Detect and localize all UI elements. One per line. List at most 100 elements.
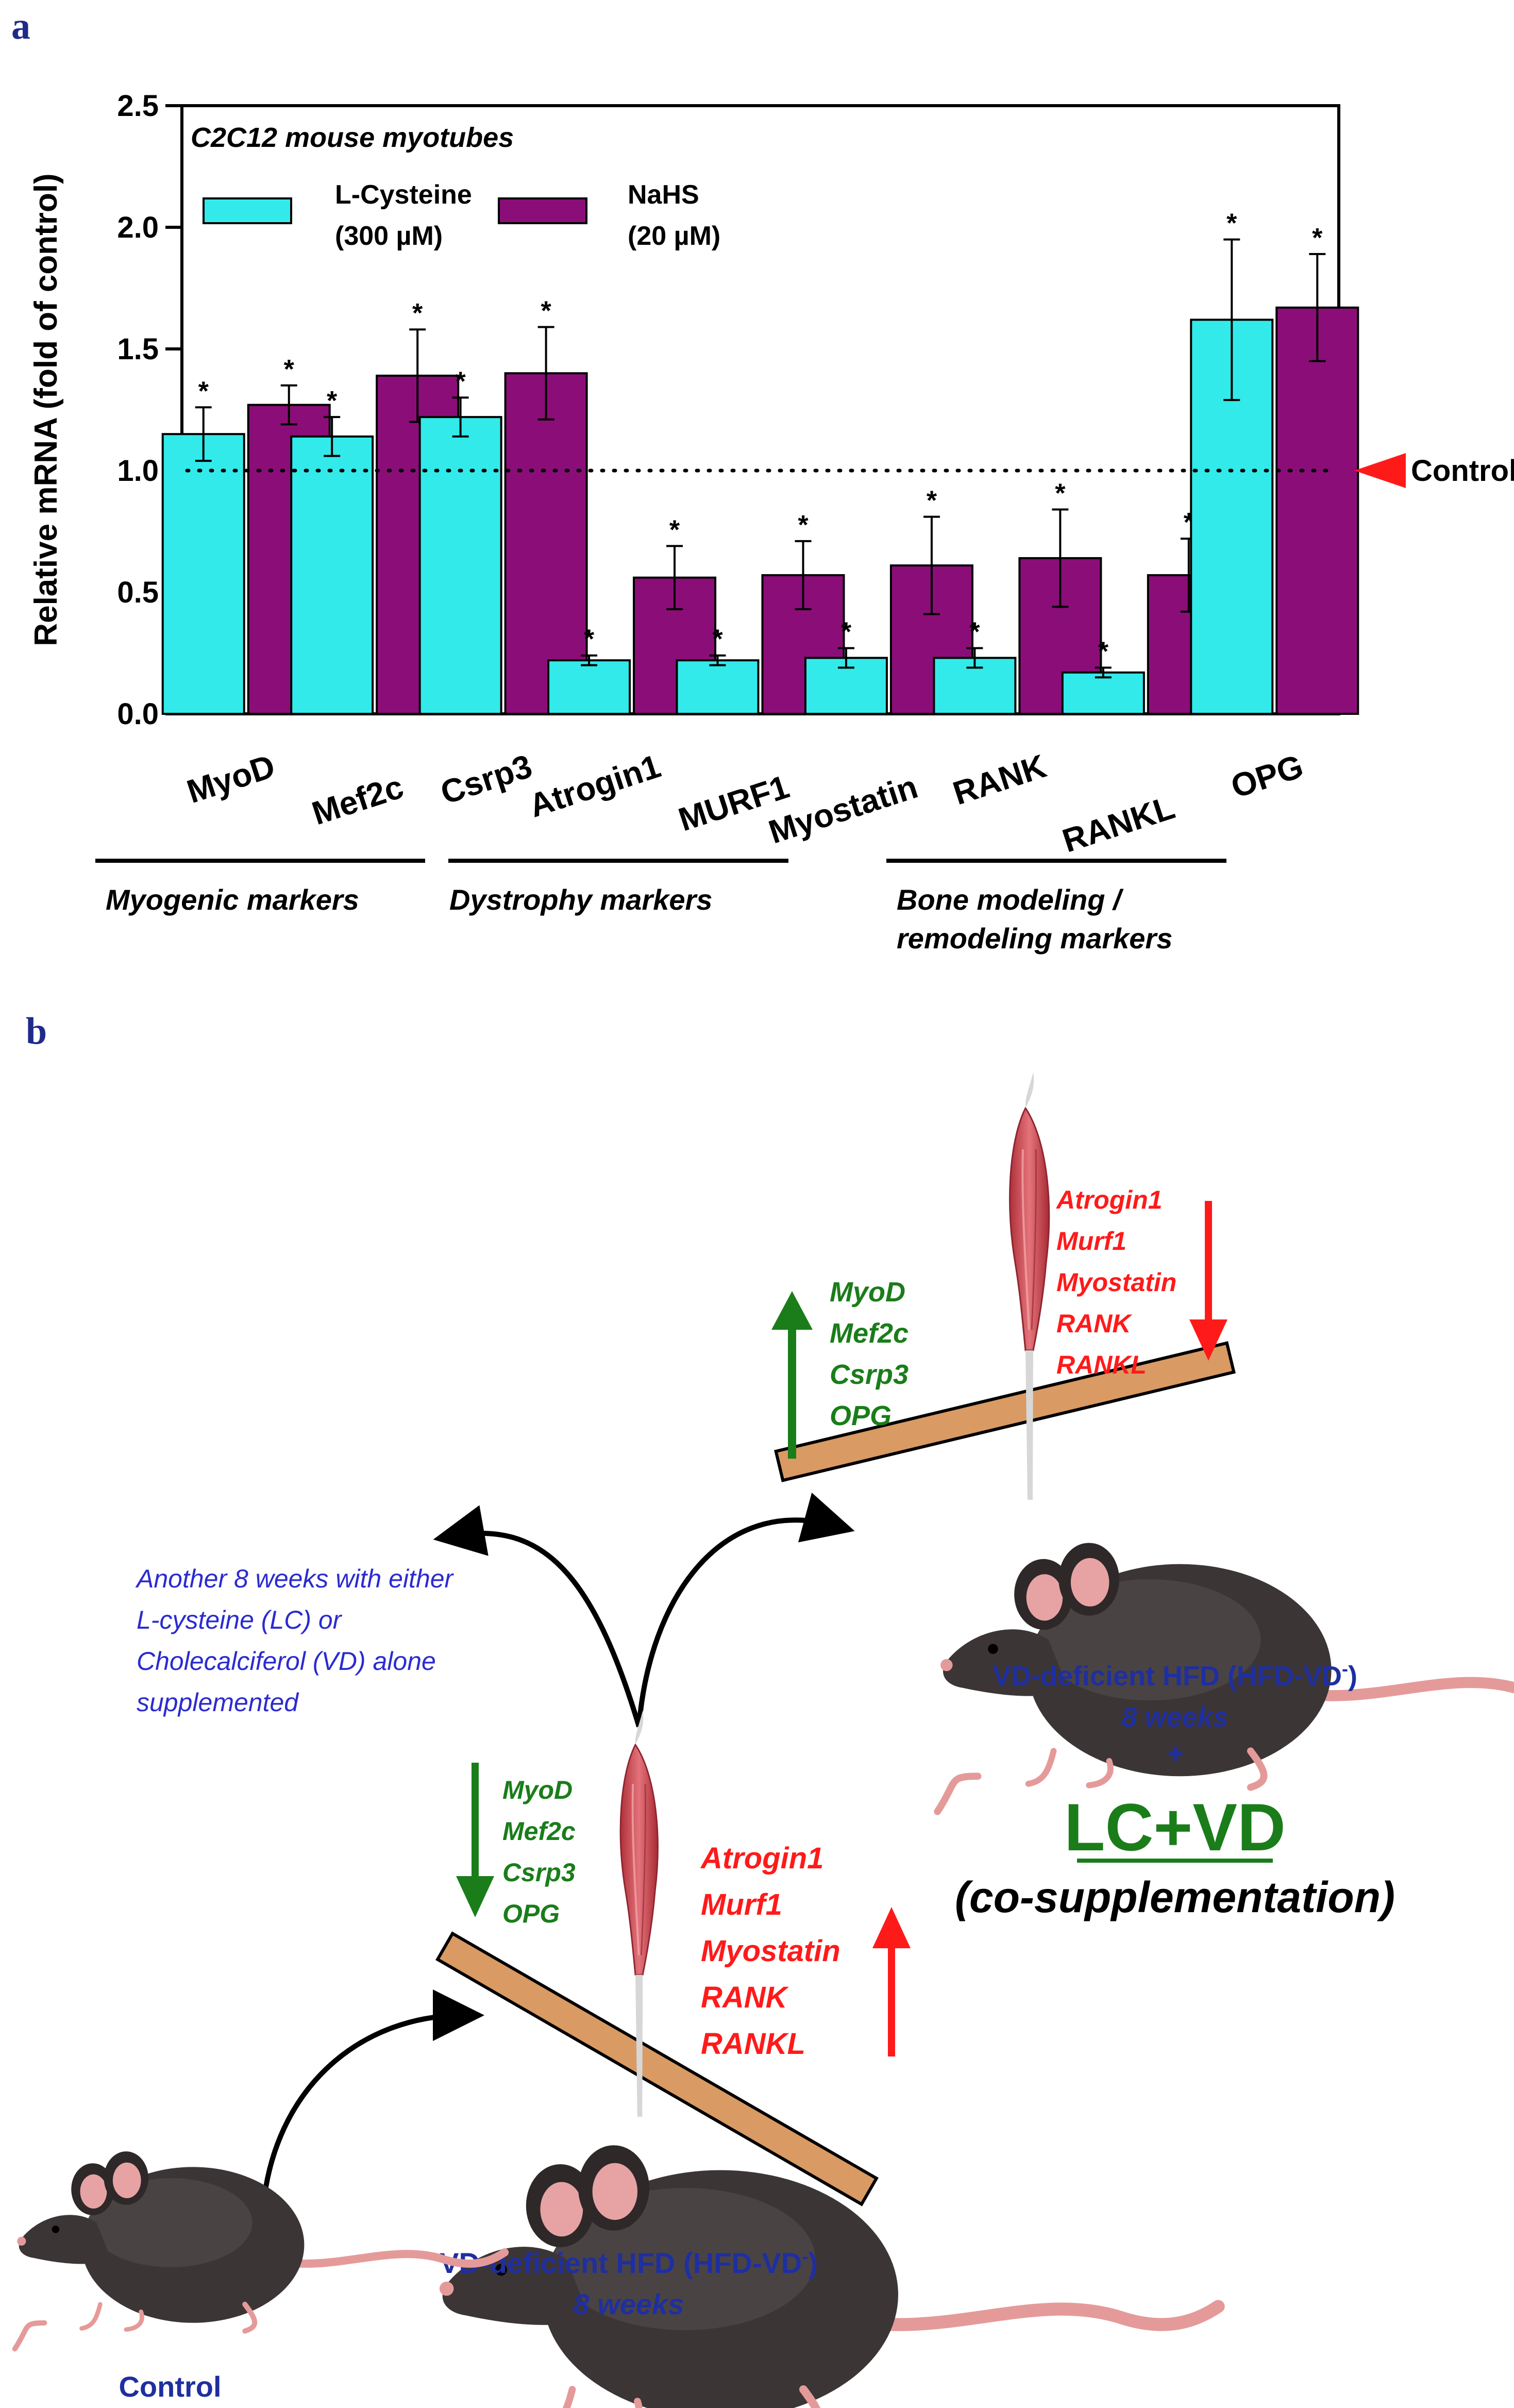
category-label: Mef2c: [308, 768, 408, 832]
bottom-red-marker-5: RANKL: [701, 2027, 805, 2061]
up-arrow-red-icon: [872, 1907, 911, 1948]
y-tick-label: 2.5: [117, 89, 159, 123]
significance-star: *: [798, 510, 809, 540]
top-red-marker-1: Atrogin1: [1055, 1185, 1163, 1214]
group-label-bone-2: remodeling markers: [897, 922, 1172, 955]
y-tick-label: 0.5: [117, 576, 159, 609]
bottom-green-marker-1: MyoD: [502, 1776, 573, 1804]
bar-nahs: [504, 372, 588, 715]
bottom-green-marker-3: Csrp3: [502, 1858, 576, 1887]
y-axis-title: Relative mRNA (fold of control): [28, 173, 64, 646]
significance-star: *: [327, 386, 338, 416]
note-line-1: Another 8 weeks with either: [135, 1564, 455, 1593]
significance-star: *: [284, 355, 295, 384]
muscle-top: [1008, 1071, 1050, 1501]
significance-star: *: [541, 296, 551, 326]
bar-nahs: [1275, 306, 1359, 715]
significance-star: *: [841, 617, 852, 647]
bottom-red-marker-1: Atrogin1: [700, 1842, 823, 1875]
up-arrow-green-icon: [771, 1291, 813, 1330]
bar-lcysteine: [547, 659, 631, 715]
significance-star: *: [927, 486, 937, 516]
significance-star: *: [412, 298, 423, 328]
control-arrow-icon: [1354, 453, 1406, 488]
top-red-marker-5: RANKL: [1056, 1350, 1147, 1379]
bottom-green-marker-2: Mef2c: [502, 1817, 576, 1846]
bar-lcysteine: [161, 433, 245, 715]
cosupplementation-label: (co-supplementation): [955, 1873, 1395, 1921]
arrow-control-to-hfd: [260, 1989, 484, 2212]
plus-sign: +: [1167, 1738, 1183, 1769]
significance-star: *: [669, 515, 680, 545]
y-tick-label: 0.0: [117, 697, 159, 731]
seesaw-plank-top: [774, 1341, 1236, 1482]
legend-swatch-lcysteine: [203, 197, 292, 224]
group-label-myogenic: Myogenic markers: [106, 883, 359, 916]
category-label: Csrp3: [436, 747, 536, 812]
significance-star: *: [584, 625, 595, 655]
significance-star: *: [969, 617, 980, 647]
bars: ***************** *: [161, 209, 1359, 715]
note-line-3: Cholecalciferol (VD) alone: [137, 1647, 436, 1676]
category-label: MyoD: [182, 747, 279, 810]
arrow-to-note: [433, 1505, 642, 1728]
y-axis: 0.0 0.5 1.0 1.5 2.0 2.5: [117, 89, 182, 731]
top-mouse-label: VD-deficient HFD (HFD-VD-): [992, 1658, 1357, 1692]
top-red-marker-4: RANK: [1056, 1309, 1133, 1338]
significance-star: *: [455, 366, 466, 396]
top-mouse-duration: 8 weeks: [1121, 1702, 1228, 1733]
bar-lcysteine: [1061, 671, 1145, 715]
bar-lcysteine: [418, 416, 502, 715]
bottom-green-marker-4: OPG: [502, 1899, 560, 1928]
bottom-mouse-label: VD-deficient HFD (HFD-VD-): [440, 2246, 818, 2279]
lcvd-label: LC+VD: [1064, 1790, 1286, 1865]
down-arrow-red-icon: [1189, 1319, 1227, 1361]
bottom-red-marker-3: Myostatin: [701, 1934, 840, 1968]
category-label: RANKL: [1058, 789, 1179, 860]
significance-star: *: [198, 376, 209, 406]
legend-nahs-name: NaHS: [628, 180, 699, 210]
control-mouse-label: Control: [119, 2370, 221, 2403]
note-line-4: supplemented: [137, 1688, 299, 1717]
panel-a-label: a: [11, 5, 30, 47]
bottom-mouse-duration: 8 weeks: [574, 2288, 684, 2320]
down-arrow-green-icon: [456, 1876, 494, 1917]
y-tick-label: 1.0: [117, 454, 159, 488]
significance-star: *: [1312, 223, 1323, 253]
significance-star: *: [712, 625, 723, 655]
category-label: Atrogin1: [525, 747, 665, 825]
mouse-control: [15, 2151, 504, 2349]
legend-swatch-nahs: [498, 197, 587, 224]
bottom-red-marker-4: RANK: [701, 1981, 789, 2014]
category-label: RANK: [949, 747, 1051, 812]
note-line-2: L-cysteine (LC) or: [137, 1606, 343, 1634]
top-red-marker-3: Myostatin: [1056, 1268, 1176, 1297]
bar-lcysteine: [290, 435, 374, 715]
significance-star: *: [1055, 479, 1066, 509]
category-label: Myostatin: [764, 768, 922, 851]
chart-subtitle: C2C12 mouse myotubes: [191, 122, 514, 153]
y-tick-label: 1.5: [117, 332, 159, 366]
significance-star: *: [1098, 637, 1109, 666]
bottom-red-marker-2: Murf1: [701, 1888, 782, 1921]
top-green-marker-1: MyoD: [830, 1277, 905, 1308]
seesaw-plank-bottom: [435, 1931, 879, 2206]
top-green-marker-3: Csrp3: [830, 1359, 909, 1390]
group-label-dystrophy: Dystrophy markers: [449, 883, 712, 916]
bar-chart: Relative mRNA (fold of control) 0.0 0.5 1.…: [28, 89, 1514, 860]
bar-lcysteine: [676, 659, 760, 715]
top-red-marker-2: Murf1: [1056, 1227, 1126, 1256]
legend-nahs-dose: (20 µM): [628, 221, 720, 251]
y-tick-label: 2.0: [117, 211, 159, 244]
significance-star: *: [1226, 209, 1237, 239]
panel-b-label: b: [26, 1010, 47, 1052]
arrow-to-top-mouse: [636, 1493, 855, 1727]
control-label: Control: [1411, 454, 1514, 488]
legend-lcysteine-name: L-Cysteine: [335, 180, 472, 210]
top-green-marker-4: OPG: [830, 1400, 891, 1431]
category-label: OPG: [1226, 747, 1308, 805]
top-green-marker-2: Mef2c: [830, 1318, 909, 1349]
legend-lcysteine-dose: (300 µM): [335, 221, 443, 251]
